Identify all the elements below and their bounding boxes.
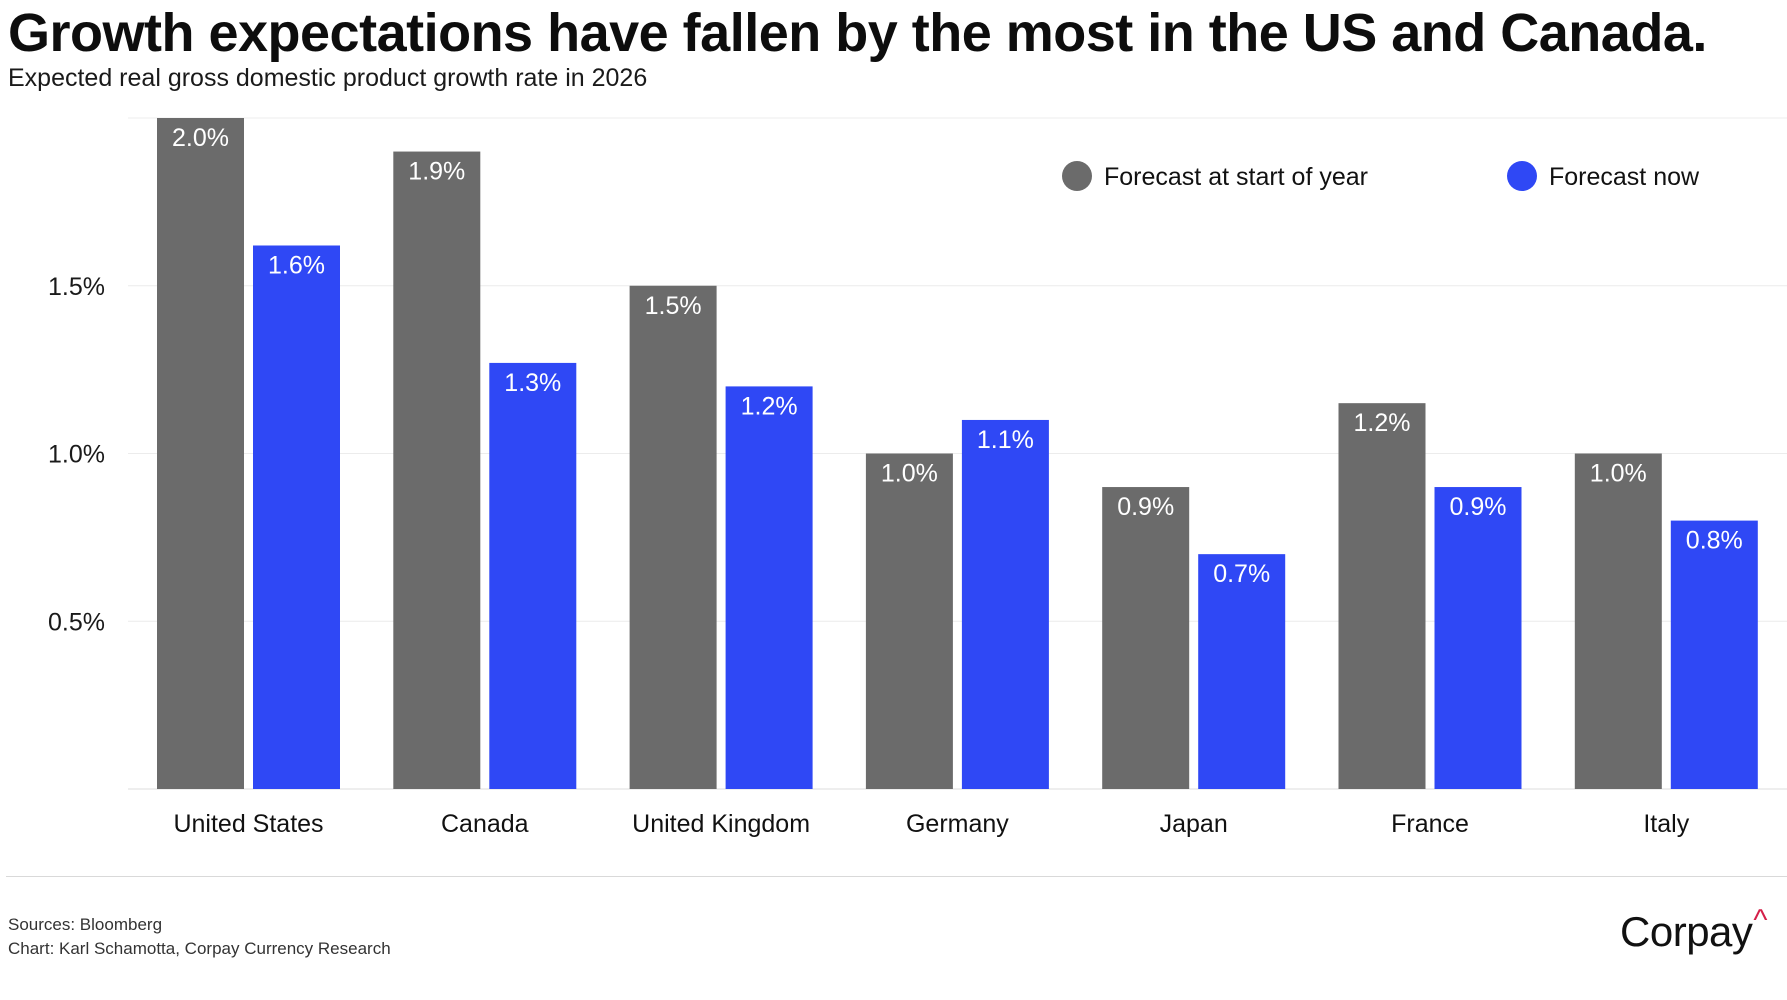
- bar-value-label: 1.1%: [977, 426, 1034, 454]
- bar-chart: 0.5% 1.0% 1.5% 2.0% 1.6% United States 1.9% 1.3…: [48, 117, 1787, 838]
- x-tick-label: Italy: [1643, 810, 1689, 838]
- legend-label: Forecast now: [1549, 163, 1700, 191]
- x-tick-label: Germany: [906, 810, 1009, 838]
- bar-value-label: 1.9%: [408, 158, 465, 186]
- y-tick-label: 1.5%: [48, 273, 105, 301]
- x-tick-label: Japan: [1160, 810, 1228, 838]
- bar-value-label: 0.9%: [1117, 493, 1174, 521]
- bar-forecast-now: [1198, 554, 1286, 789]
- chart-title: Growth expectations have fallen by the m…: [8, 3, 1707, 63]
- bar-value-label: 2.0%: [172, 124, 229, 152]
- corpay-logo: Corpay^: [1620, 904, 1767, 956]
- bar-value-label: 0.7%: [1213, 560, 1270, 588]
- bar-value-label: 1.0%: [1590, 460, 1647, 488]
- y-tick-label: 1.0%: [48, 441, 105, 469]
- bar-value-label: 1.0%: [881, 460, 938, 488]
- bar-forecast-now: [961, 419, 1049, 789]
- source-note: Sources: Bloomberg: [8, 915, 163, 934]
- bar-forecast-start: [865, 453, 953, 789]
- y-tick-label: 0.5%: [48, 608, 105, 636]
- credit-note: Chart: Karl Schamotta, Corpay Currency R…: [8, 939, 391, 958]
- bar-forecast-now: [1434, 487, 1522, 789]
- bar-forecast-start: [393, 151, 481, 790]
- bar-value-label: 1.5%: [645, 292, 702, 320]
- x-tick-label: United Kingdom: [632, 810, 810, 838]
- bar-forecast-start: [1574, 453, 1662, 789]
- x-tick-label: Canada: [441, 810, 529, 838]
- bar-forecast-start: [157, 118, 244, 789]
- chart-subtitle: Expected real gross domestic product gro…: [8, 64, 648, 92]
- bar-forecast-now: [253, 245, 340, 790]
- bar-value-label: 1.3%: [504, 369, 561, 397]
- bar-forecast-start: [1338, 403, 1426, 789]
- x-tick-label: United States: [173, 810, 323, 838]
- brand-caret-icon: ^: [1753, 904, 1767, 937]
- bar-forecast-now: [489, 362, 577, 789]
- bar-value-label: 1.2%: [1354, 409, 1411, 437]
- legend-marker-icon: [1062, 161, 1092, 191]
- bar-forecast-now: [1670, 520, 1758, 789]
- bar-value-label: 0.8%: [1686, 527, 1743, 555]
- bar-forecast-start: [1102, 487, 1190, 789]
- legend-label: Forecast at start of year: [1104, 163, 1368, 191]
- bar-value-label: 1.2%: [741, 392, 798, 420]
- brand-name: Corpay: [1620, 908, 1753, 955]
- bar-forecast-now: [725, 386, 813, 789]
- bar-value-label: 0.9%: [1450, 493, 1507, 521]
- bar-forecast-start: [629, 285, 717, 789]
- legend-marker-icon: [1507, 161, 1537, 191]
- bar-value-label: 1.6%: [268, 251, 325, 279]
- x-tick-label: France: [1391, 810, 1469, 838]
- footer-divider: [6, 876, 1787, 877]
